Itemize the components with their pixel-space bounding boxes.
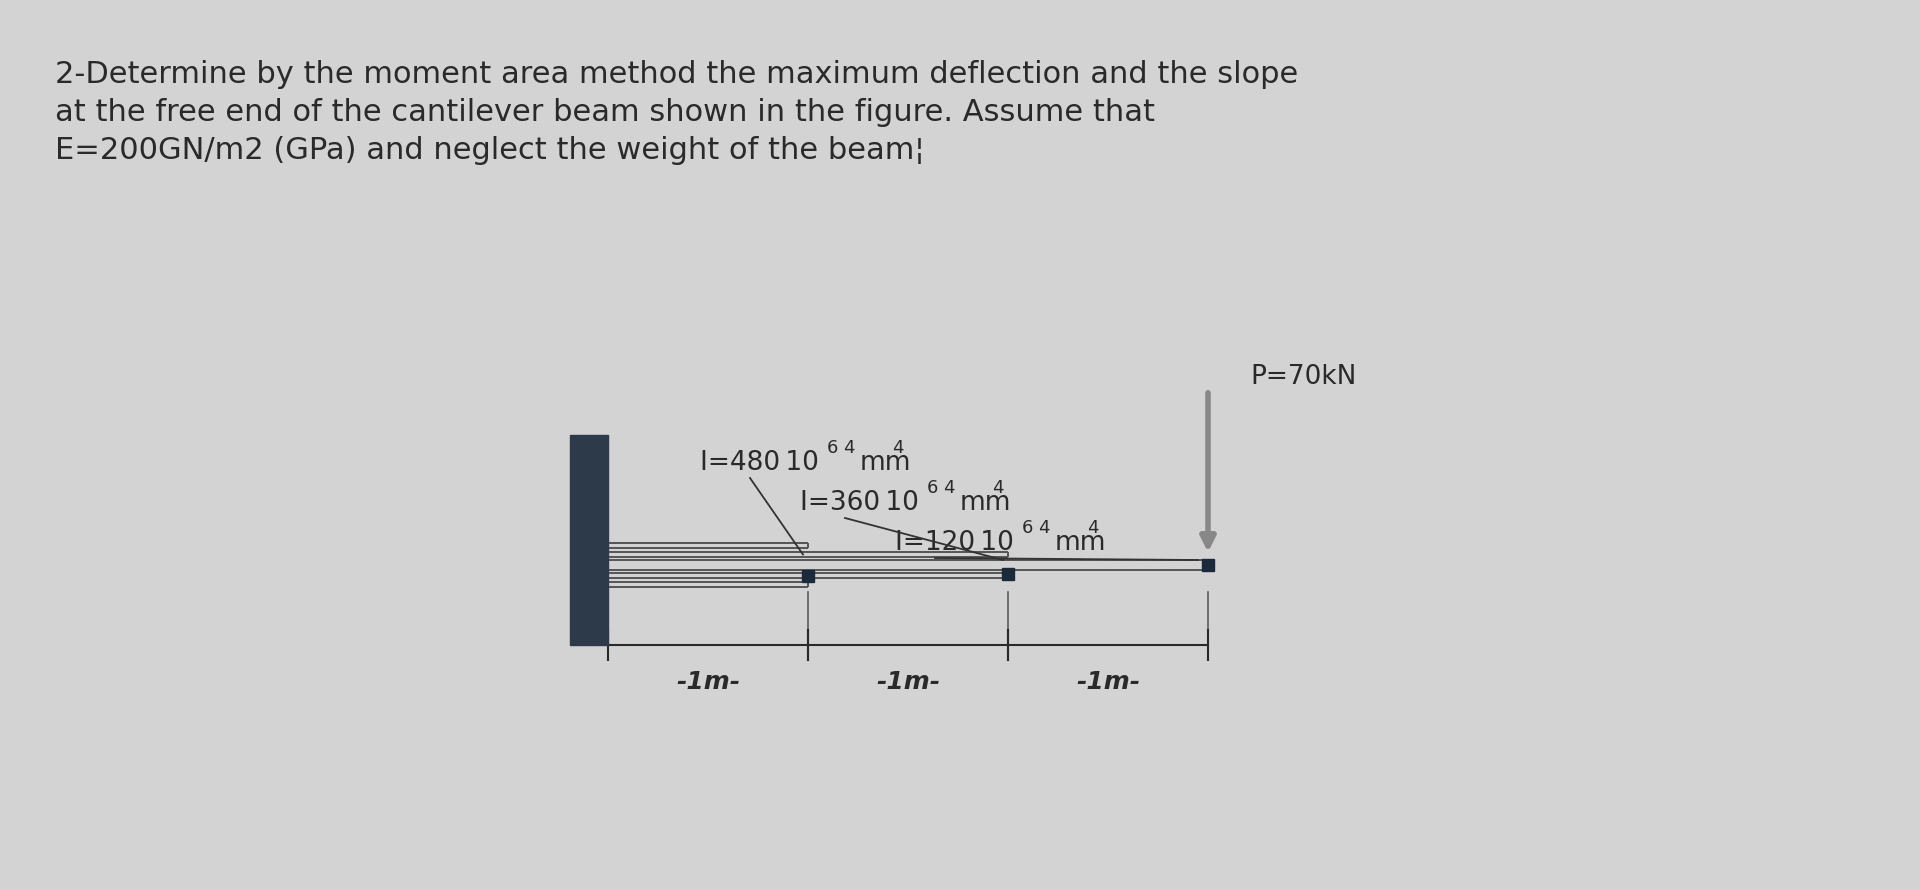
Bar bbox=[803, 570, 814, 581]
Text: I=360 10: I=360 10 bbox=[801, 490, 920, 516]
Text: 4: 4 bbox=[943, 478, 954, 497]
Text: -1m-: -1m- bbox=[676, 670, 739, 694]
Text: 2-Determine by the moment area method the maximum deflection and the slope: 2-Determine by the moment area method th… bbox=[56, 60, 1298, 89]
Text: I=120 10: I=120 10 bbox=[895, 530, 1014, 556]
Text: at the free end of the cantilever beam shown in the figure. Assume that: at the free end of the cantilever beam s… bbox=[56, 98, 1156, 127]
Text: 4: 4 bbox=[993, 478, 1004, 497]
Text: mm: mm bbox=[960, 490, 1012, 516]
Text: 6: 6 bbox=[828, 438, 839, 457]
Bar bbox=[1002, 568, 1014, 580]
Text: mm: mm bbox=[1056, 530, 1106, 556]
Text: 4: 4 bbox=[1039, 518, 1050, 537]
Text: -1m-: -1m- bbox=[876, 670, 941, 694]
Text: 4: 4 bbox=[891, 438, 902, 457]
Text: -1m-: -1m- bbox=[1075, 670, 1140, 694]
Text: P=70kN: P=70kN bbox=[1250, 364, 1356, 390]
Text: mm: mm bbox=[860, 450, 912, 476]
Text: 6: 6 bbox=[1021, 518, 1033, 537]
Text: 4: 4 bbox=[843, 438, 854, 457]
Text: 6: 6 bbox=[927, 478, 939, 497]
Bar bbox=[570, 435, 609, 645]
Text: E=200GN/m2 (GPa) and neglect the weight of the beam¦: E=200GN/m2 (GPa) and neglect the weight … bbox=[56, 136, 925, 165]
Text: I=480 10: I=480 10 bbox=[701, 450, 818, 476]
Bar bbox=[1202, 559, 1213, 571]
Text: 4: 4 bbox=[1087, 518, 1098, 537]
